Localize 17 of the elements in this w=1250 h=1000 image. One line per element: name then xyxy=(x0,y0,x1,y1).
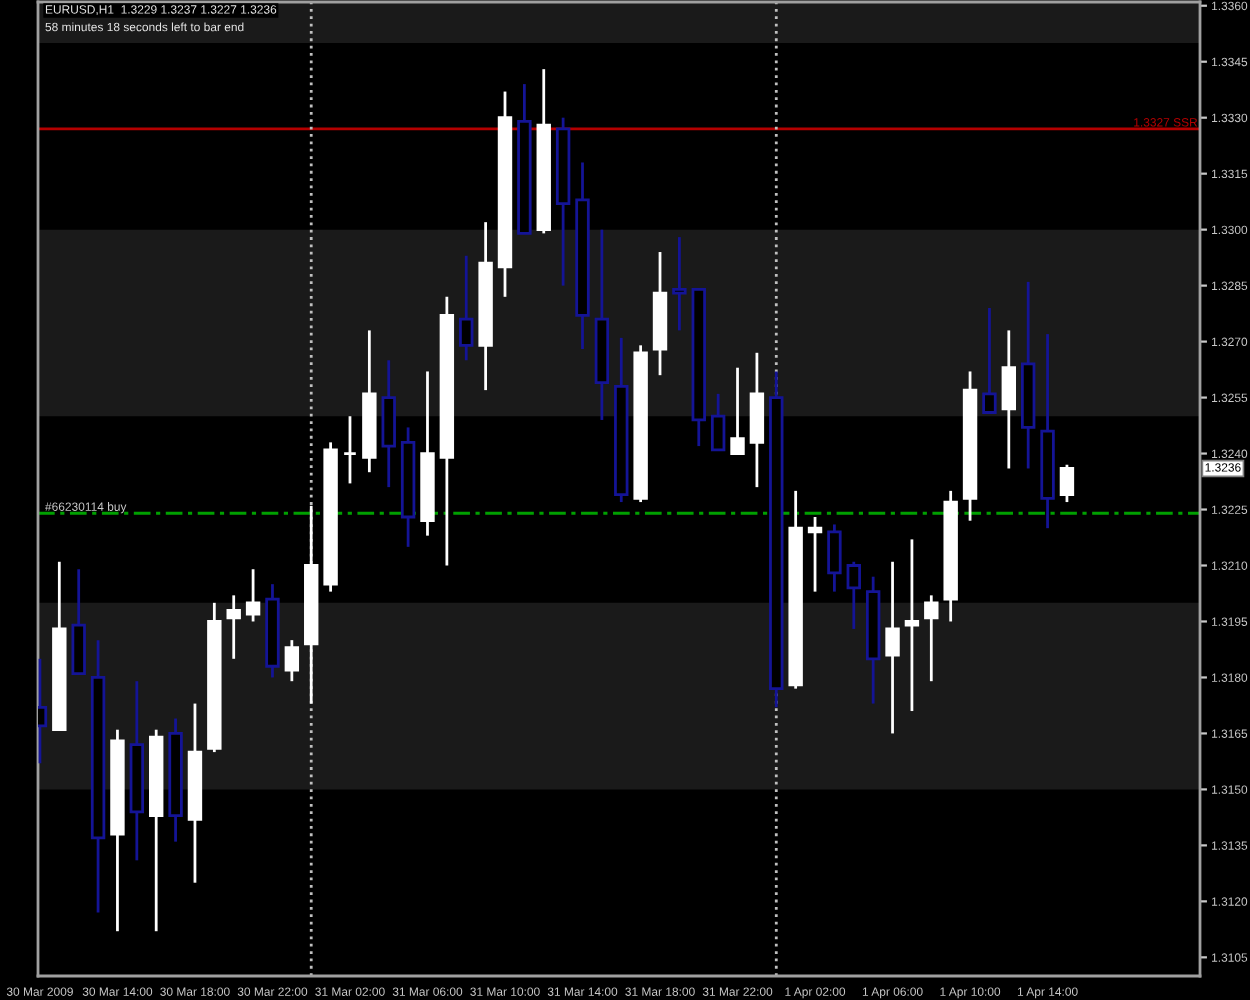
candlestick xyxy=(807,515,823,594)
candlestick xyxy=(284,638,300,683)
candlestick xyxy=(459,254,474,362)
candlestick xyxy=(904,537,920,713)
candlestick xyxy=(342,414,358,485)
candlestick xyxy=(827,523,842,594)
candlestick xyxy=(885,560,900,735)
candlestick xyxy=(672,235,687,332)
candlestick xyxy=(1059,463,1075,504)
candlestick xyxy=(846,560,861,631)
candlestick xyxy=(924,593,939,683)
candlestick xyxy=(730,366,745,455)
candlestick xyxy=(245,567,261,623)
candlestick xyxy=(710,392,726,452)
candlestick xyxy=(226,593,241,661)
candlestick xyxy=(982,306,997,414)
candlestick xyxy=(1001,329,1017,470)
